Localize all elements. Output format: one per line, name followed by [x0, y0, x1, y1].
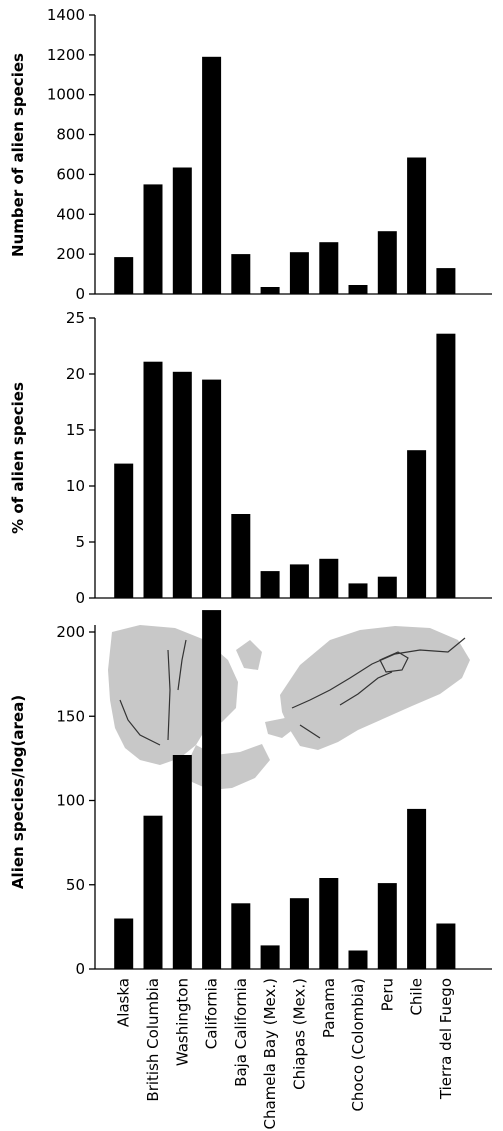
panel-3: 0 50 100 150 200 Alien species/log(area)	[9, 610, 492, 978]
y-tick-label: 1400	[47, 6, 85, 24]
bar-baja-california	[231, 903, 251, 969]
category-label: Baja California	[232, 978, 250, 1087]
y-tick-label: 150	[56, 707, 85, 725]
y-tick-label: 0	[75, 285, 85, 303]
y-tick-label: 20	[66, 365, 85, 383]
bar-washington	[172, 371, 192, 598]
bar-alaska	[114, 918, 134, 969]
y-tick-label: 5	[75, 533, 85, 551]
bar-panama	[319, 878, 339, 969]
bar-california	[202, 610, 222, 969]
bar-chile	[407, 808, 427, 969]
panel-1: 0 200 400 600 800 1000 1200 1400 Number of alien…	[9, 6, 492, 303]
y-tick-label: 10	[66, 477, 85, 495]
bar-washington	[172, 755, 192, 969]
y-axis-title-percent: % of alien species	[9, 382, 27, 534]
bar-choco-colombia	[348, 583, 368, 598]
category-label: Washington	[173, 978, 191, 1066]
bar-british-columbia	[143, 815, 163, 969]
bar-peru	[377, 576, 397, 598]
bar-chiapas-mex	[289, 252, 309, 294]
category-label: British Columbia	[144, 978, 162, 1102]
y-tick-label: 400	[56, 205, 85, 223]
bar-british-columbia	[143, 184, 163, 294]
y-tick-label: 200	[56, 245, 85, 263]
y-axis-title-per-area: Alien species/log(area)	[9, 695, 27, 889]
bar-panama	[319, 242, 339, 294]
bar-tierra-del-fuego	[436, 923, 456, 969]
y-tick-label: 200	[56, 623, 85, 641]
bar-peru	[377, 883, 397, 969]
bar-alaska	[114, 257, 134, 294]
y-tick-label: 15	[66, 421, 85, 439]
y-tick-label: 25	[66, 309, 85, 327]
bar-alaska	[114, 463, 134, 598]
bar-choco-colombia	[348, 285, 368, 294]
category-label: Choco (Colombia)	[349, 978, 367, 1112]
bar-baja-california	[231, 254, 251, 294]
y-axis-title-count: Number of alien species	[9, 53, 27, 257]
category-label: Chiapas (Mex.)	[290, 978, 308, 1090]
bar-chiapas-mex	[289, 564, 309, 598]
bar-british-columbia	[143, 361, 163, 598]
category-label: Peru	[378, 978, 396, 1011]
category-label: California	[203, 978, 221, 1049]
category-label: Panama	[320, 978, 338, 1038]
category-label: Chamela Bay (Mex.)	[261, 978, 279, 1130]
bar-tierra-del-fuego	[436, 333, 456, 598]
y-tick-label: 1000	[47, 86, 85, 104]
americas-map-icon	[108, 625, 470, 790]
category-label: Chile	[408, 978, 426, 1016]
bar-chamela-bay-mex	[260, 287, 280, 294]
bar-peru	[377, 231, 397, 294]
bar-chamela-bay-mex	[260, 571, 280, 598]
bar-washington	[172, 167, 192, 294]
bar-chamela-bay-mex	[260, 945, 280, 969]
y-tick-label: 100	[56, 792, 85, 810]
y-tick-label: 1200	[47, 46, 85, 64]
y-tick-label: 800	[56, 126, 85, 144]
y-tick-label: 600	[56, 165, 85, 183]
panel-2: 0 5 10 15 20 25 % of alien species	[9, 309, 492, 607]
bar-baja-california	[231, 514, 251, 598]
bar-panama	[319, 558, 339, 598]
bar-chile	[407, 157, 427, 294]
y-tick-label: 50	[66, 876, 85, 894]
bar-california	[202, 56, 222, 294]
bar-choco-colombia	[348, 950, 368, 969]
y-tick-label: 0	[75, 960, 85, 978]
bar-california	[202, 379, 222, 598]
bar-tierra-del-fuego	[436, 268, 456, 294]
category-label: Tierra del Fuego	[437, 978, 455, 1100]
bar-chiapas-mex	[289, 898, 309, 969]
y-tick-label: 0	[75, 589, 85, 607]
bar-chile	[407, 450, 427, 598]
category-label: Alaska	[115, 978, 133, 1027]
category-axis-labels: Alaska British Columbia Washington Californ…	[115, 978, 455, 1130]
